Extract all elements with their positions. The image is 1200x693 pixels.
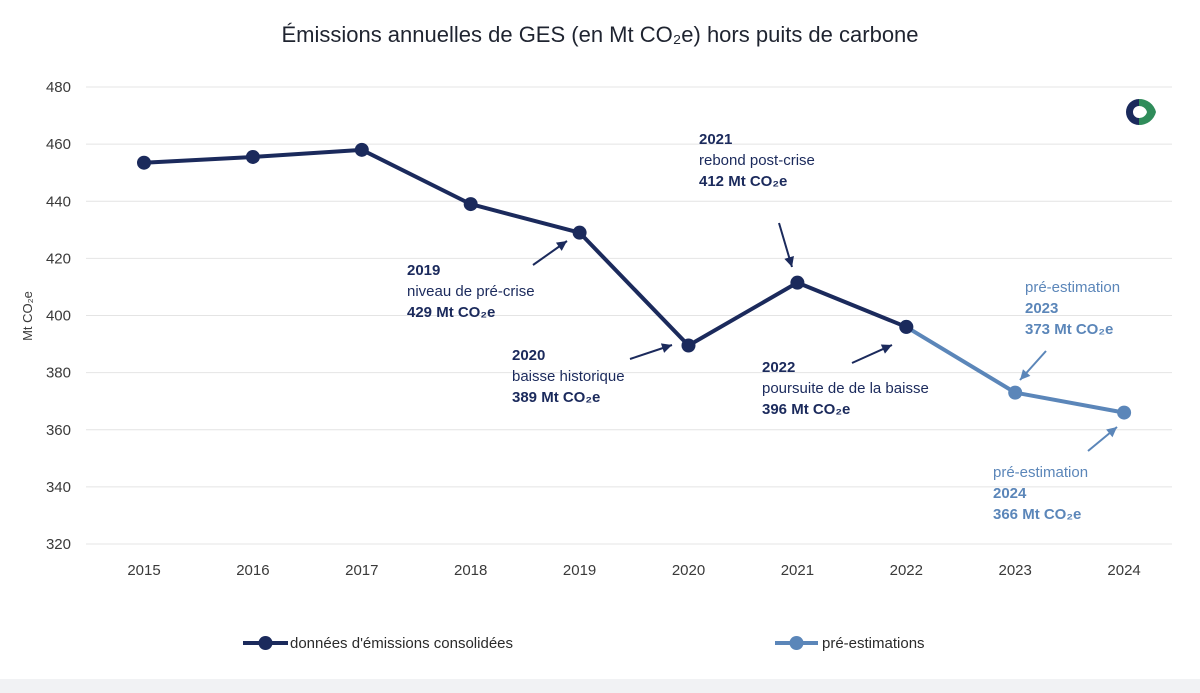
annotation-text: 2019 [407,262,440,279]
annotation-arrowhead [784,255,794,267]
x-tick-label: 2022 [890,562,923,579]
legend-swatch-marker [258,636,273,650]
y-axis-label: Mt CO₂e [20,291,35,341]
annotation-text: pré-estimation [993,464,1088,481]
data-point [899,319,914,334]
legend-item: pré-estimations [775,635,925,652]
annotation-text: 366 Mt CO₂e [993,506,1081,523]
annotation-text: 389 Mt CO₂e [512,389,600,406]
y-tick-label: 380 [46,365,71,382]
annotation-arrowhead [1020,369,1031,380]
legend: données d'émissions consolidées pré-estim… [243,635,925,652]
x-tick-label: 2015 [127,562,160,579]
data-point [1117,405,1132,420]
data-point [681,338,696,353]
x-tick-label: 2017 [345,562,378,579]
annotation-text: 373 Mt CO₂e [1025,321,1113,338]
chart-title: Émissions annuelles de GES (en Mt CO₂e) … [281,22,918,47]
annotation-2019: 2019 niveau de pré-crise 429 Mt CO₂e [407,240,568,321]
y-tick-label: 360 [46,422,71,439]
series-lines [137,142,1132,420]
annotations: 2019 niveau de pré-crise 429 Mt CO₂e 2020 ba… [407,131,1120,523]
annotation-text: 429 Mt CO₂e [407,304,495,321]
legend-label: données d'émissions consolidées [290,635,513,652]
x-tick-label: 2020 [672,562,705,579]
series-line [904,324,1127,415]
x-tick-label: 2023 [999,562,1032,579]
annotation-text: rebond post-crise [699,152,815,169]
y-tick-label: 320 [46,536,71,553]
y-axis-ticks: 320 340 360 380 400 420 440 460 480 [46,79,71,553]
data-point [790,275,805,290]
annotation-2020: 2020 baisse historique 389 Mt CO₂e [512,343,673,406]
x-tick-label: 2016 [236,562,269,579]
annotation-text: 2024 [993,485,1027,502]
annotation-2023: pré-estimation 2023 373 Mt CO₂e [1019,279,1120,381]
x-axis-ticks: 2015 2016 2017 2018 2019 2020 2021 2022 2023 2024 [127,562,1140,579]
legend-item: données d'émissions consolidées [243,635,513,652]
y-tick-label: 480 [46,79,71,96]
annotation-arrowhead [555,241,567,251]
annotation-2024: pré-estimation 2024 366 Mt CO₂e [993,426,1118,523]
annotation-text: baisse historique [512,368,625,385]
x-tick-label: 2019 [563,562,596,579]
annotation-arrowhead [660,343,672,353]
y-tick-label: 400 [46,308,71,325]
y-tick-label: 340 [46,479,71,496]
data-point [572,225,587,240]
data-point [463,197,478,212]
annotation-text: niveau de pré-crise [407,283,535,300]
data-point [137,155,151,170]
data-point [245,149,260,164]
annotation-arrowhead [880,344,892,354]
x-tick-label: 2018 [454,562,487,579]
annotation-2022: 2022 poursuite de de la baisse 396 Mt CO₂e [762,344,929,418]
data-point [1008,385,1023,400]
y-tick-label: 420 [46,250,71,267]
y-tick-label: 440 [46,193,71,210]
annotation-text: 396 Mt CO₂e [762,401,850,418]
logo-icon [1126,98,1156,126]
annotation-text: 2023 [1025,300,1058,317]
annotation-text: pré-estimation [1025,279,1120,296]
annotation-text: 2020 [512,347,545,364]
annotation-text: 2021 [699,131,732,148]
annotation-text: poursuite de de la baisse [762,380,929,397]
gridlines [86,86,1172,545]
annotation-text: 412 Mt CO₂e [699,173,787,190]
series-line [142,147,909,348]
annotation-arrowhead [1106,427,1117,438]
annotation-2021: 2021 rebond post-crise 412 Mt CO₂e [699,131,815,268]
legend-label: pré-estimations [822,635,925,652]
y-tick-label: 460 [46,136,71,153]
x-tick-label: 2021 [781,562,814,579]
data-point [354,142,369,157]
legend-swatch-marker [789,636,804,650]
annotation-text: 2022 [762,359,795,376]
x-tick-label: 2024 [1107,562,1140,579]
footer-strip [0,679,1200,693]
